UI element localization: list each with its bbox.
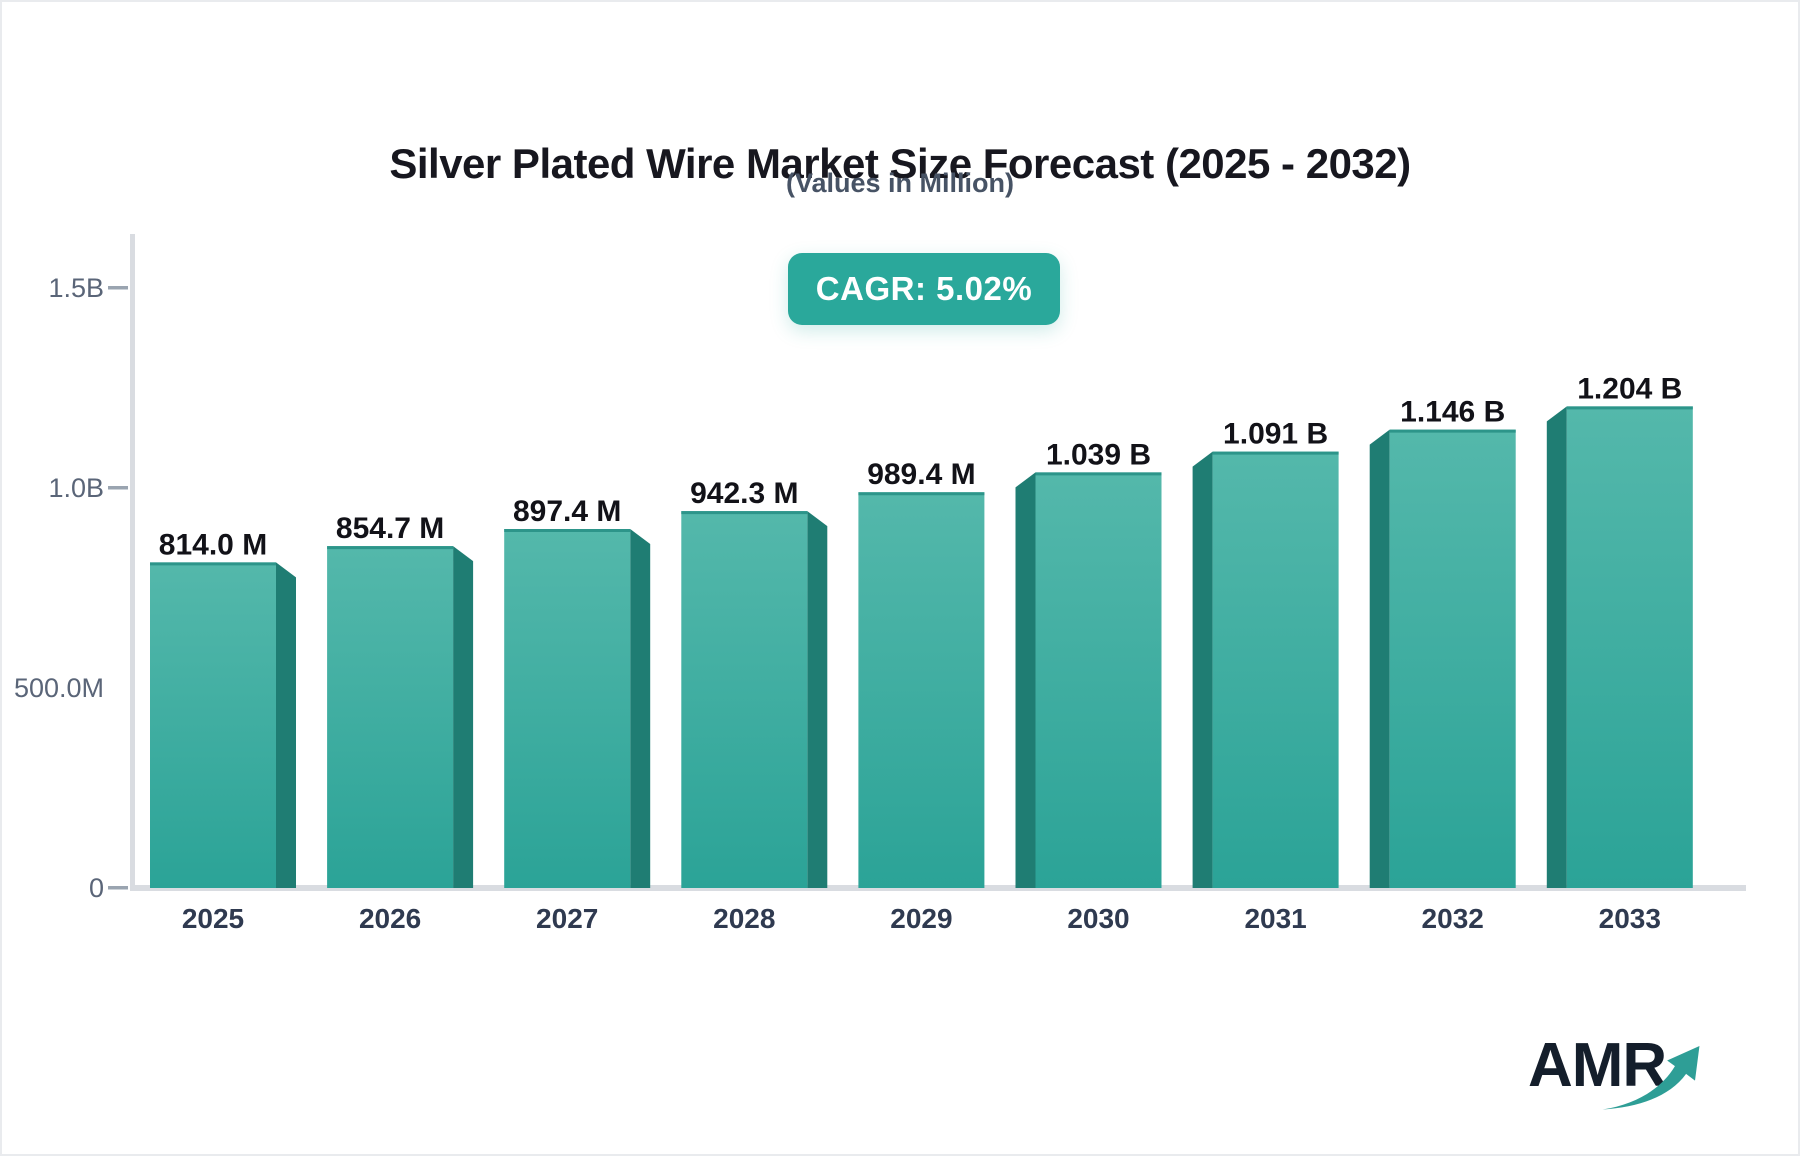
bar-2026	[327, 546, 454, 888]
x-tick-label: 2027	[536, 903, 598, 934]
bar-2025	[150, 562, 276, 888]
bar-side-face	[1192, 451, 1213, 888]
amr-logo: AMR	[1528, 1022, 1718, 1122]
y-axis-line	[130, 234, 135, 891]
y-tick-label: 1.0B	[48, 473, 104, 503]
bar-side-face	[630, 529, 651, 888]
bar-value-label: 989.4 M	[867, 458, 975, 491]
bar-2027	[504, 529, 631, 888]
bar-side-face	[276, 562, 296, 888]
bar-side-face	[1015, 472, 1036, 888]
y-tick-label: 0	[89, 873, 104, 903]
x-tick-label: 2030	[1067, 903, 1129, 934]
bar-value-label: 1.204 B	[1577, 372, 1682, 405]
chart-title: Silver Plated Wire Market Size Forecast …	[389, 140, 1411, 188]
x-tick-label: 2025	[182, 903, 244, 934]
x-tick-label: 2029	[890, 903, 952, 934]
bar-2029	[858, 492, 985, 888]
bar-value-label: 897.4 M	[513, 495, 621, 528]
bar-2028	[681, 511, 808, 888]
x-tick-label: 2031	[1244, 903, 1306, 934]
bar-value-label: 1.039 B	[1046, 438, 1151, 471]
bar-value-label: 854.7 M	[336, 512, 444, 545]
x-tick-label: 2032	[1422, 903, 1484, 934]
x-tick-label: 2026	[359, 903, 421, 934]
bar-2031	[1212, 451, 1339, 888]
y-tick-mark	[108, 886, 128, 890]
y-tick-label: 1.5B	[48, 273, 104, 303]
y-tick-mark	[108, 286, 128, 290]
amr-logo-text: AMR	[1528, 1031, 1667, 1100]
bar-side-face	[807, 511, 828, 888]
cagr-badge: CAGR: 5.02%	[788, 253, 1060, 325]
bar-value-label: 942.3 M	[690, 477, 798, 510]
bar-2030	[1035, 472, 1162, 888]
bar-2033	[1566, 406, 1693, 888]
bar-side-face	[1369, 429, 1390, 888]
bar-side-face	[453, 546, 474, 888]
x-tick-label: 2033	[1599, 903, 1661, 934]
bar-side-face	[1546, 406, 1567, 888]
chart-subtitle: (Values in Million)	[785, 168, 1015, 198]
bar-value-label: 1.091 B	[1223, 418, 1328, 451]
bar-value-label: 1.146 B	[1400, 396, 1505, 429]
bar-2032	[1389, 429, 1516, 888]
x-tick-label: 2028	[713, 903, 775, 934]
bar-value-label: 814.0 M	[159, 528, 267, 561]
trend-up-arrow-icon	[1602, 1046, 1700, 1110]
y-tick-label: 500.0M	[14, 673, 104, 703]
cagr-badge-label: CAGR: 5.02%	[815, 270, 1033, 307]
y-tick-mark	[108, 486, 128, 490]
